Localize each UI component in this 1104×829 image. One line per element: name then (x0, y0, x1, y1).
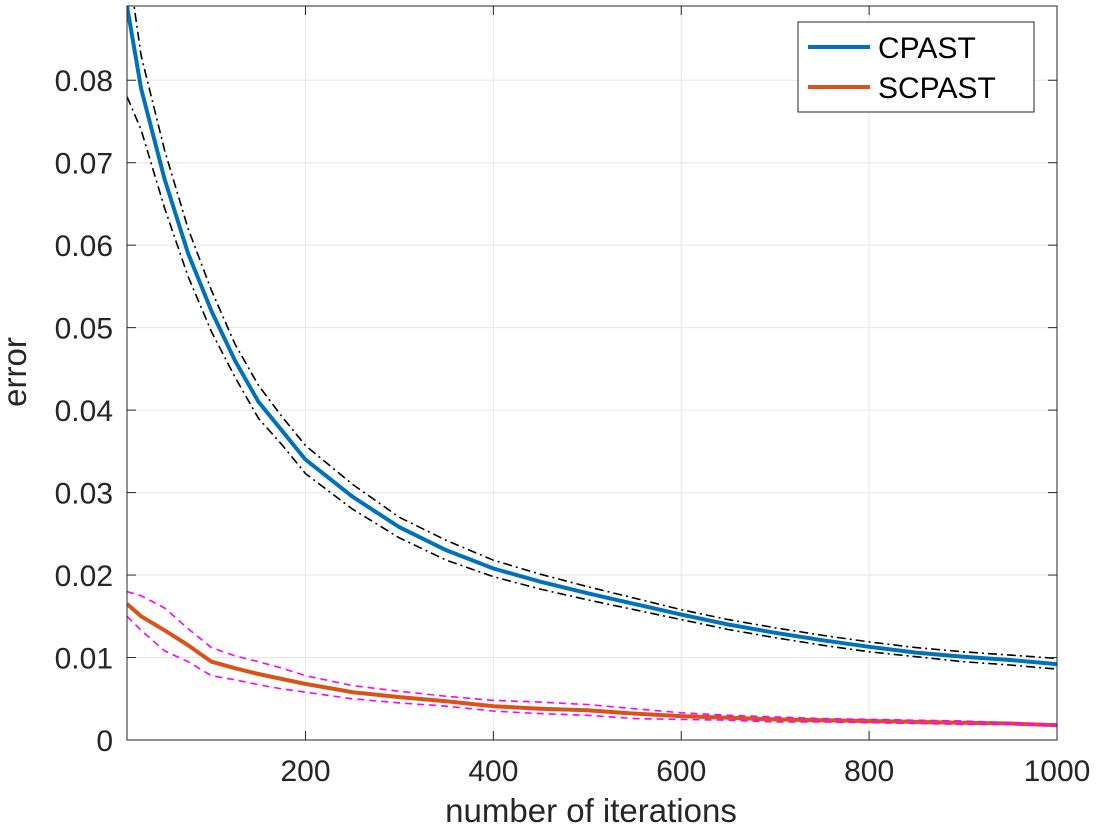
y-tick-label: 0 (96, 725, 113, 758)
grid-lines (127, 6, 1058, 741)
cpast-line (127, 6, 1057, 667)
y-tick-label: 0.07 (55, 148, 113, 181)
x-tick-label: 800 (844, 755, 894, 788)
y-tick-label: 0.04 (55, 395, 113, 428)
y-tick-label: 0.06 (55, 230, 113, 263)
legend-box (797, 21, 1035, 113)
y-tick-label: 0.08 (55, 65, 113, 98)
y-tick-label: 0.02 (55, 560, 113, 593)
legend-label: SCPAST (878, 72, 996, 105)
confidence-bound-line (127, 590, 1057, 726)
plot-frame (126, 5, 1058, 741)
x-axis-ticks: 200 400 600 800 1000 (280, 6, 1090, 788)
scpast-line (127, 602, 1057, 728)
y-tick-label: 0.03 (55, 478, 113, 511)
legend: CPAST SCPAST (797, 21, 1035, 113)
confidence-bound-line (127, 96, 1057, 670)
y-tick-label: 0.01 (55, 643, 113, 676)
x-tick-label: 200 (280, 755, 330, 788)
x-tick-label: 600 (656, 755, 706, 788)
series-lines (127, 6, 1057, 728)
legend-label: CPAST (878, 32, 976, 65)
confidence-bound-line (133, 6, 1057, 660)
y-axis-label: error (0, 337, 33, 407)
x-tick-label: 400 (468, 755, 518, 788)
y-tick-label: 0.05 (55, 313, 113, 346)
confidence-bound-line (127, 615, 1057, 727)
x-axis-label: number of iterations (445, 792, 737, 829)
y-axis-ticks: 0 0.01 0.02 0.03 0.04 0.05 0.06 0.07 0.08 (55, 65, 1057, 758)
x-tick-label: 1000 (1024, 755, 1091, 788)
